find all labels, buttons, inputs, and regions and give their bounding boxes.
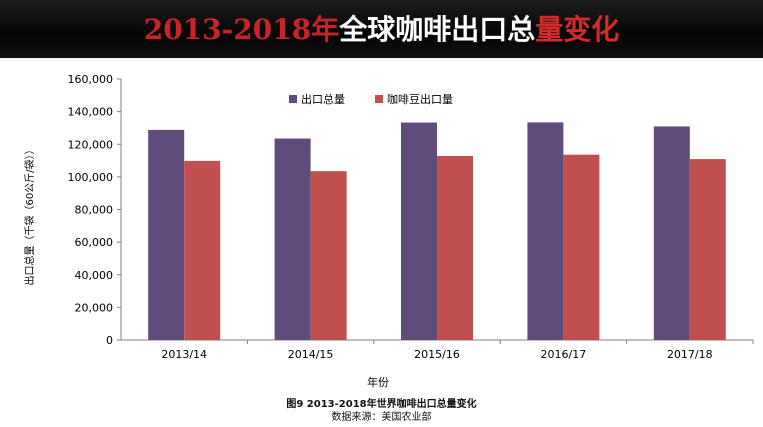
legend-label-1: 咖啡豆出口量	[387, 92, 453, 106]
figure-caption: 图9 2013-2018年世界咖啡出口总量变化	[286, 399, 477, 410]
y-tick-label: 160,000	[68, 73, 114, 86]
x-tick-label: 2016/17	[541, 348, 587, 361]
bar-export-total-2015-16	[401, 122, 437, 340]
data-source: 数据来源：美国农业部	[331, 412, 432, 423]
y-tick-label: 40,000	[75, 269, 114, 282]
bar-export-total-2017-18	[653, 126, 690, 340]
y-tick-label: 80,000	[75, 204, 114, 217]
bar-export-total-2016-17	[527, 122, 564, 340]
bar-bean-export-2013-14	[184, 160, 221, 340]
bar-bean-export-2017-18	[689, 159, 726, 340]
y-axis-label: 出口总量（千袋（60公斤/袋））	[23, 144, 36, 285]
bar-bean-export-2014-15	[310, 171, 347, 340]
x-axis-label: 年份	[367, 375, 389, 389]
legend: 出口总量 咖啡豆出口量	[289, 92, 453, 106]
y-tick-label: 120,000	[68, 138, 114, 151]
x-tick-label: 2014/15	[288, 348, 334, 361]
legend-swatch-1	[375, 95, 383, 103]
bar-bean-export-2015-16	[437, 155, 473, 340]
banner-title-end: 量变化	[535, 13, 620, 46]
title-banner: 2013-2018年全球咖啡出口总量变化	[0, 0, 763, 58]
banner-title-years: 2013-2018年	[143, 13, 340, 46]
bars	[148, 122, 726, 340]
legend-swatch-0	[289, 95, 297, 103]
y-tick-label: 100,000	[68, 171, 114, 184]
bar-bean-export-2016-17	[563, 154, 600, 340]
y-tick-label: 60,000	[75, 236, 114, 249]
x-tick-label: 2015/16	[414, 348, 460, 361]
y-tick-label: 140,000	[68, 106, 114, 119]
legend-label-0: 出口总量	[301, 92, 345, 106]
y-tick-label: 20,000	[75, 301, 114, 314]
bar-export-total-2014-15	[274, 138, 311, 340]
bar-export-total-2013-14	[148, 129, 185, 340]
banner-title: 2013-2018年全球咖啡出口总量变化	[0, 8, 763, 48]
y-tick-label: 0	[106, 334, 113, 347]
x-tick-label: 2017/18	[667, 348, 713, 361]
banner-title-middle: 全球咖啡出口总	[339, 13, 536, 46]
x-tick-label: 2013/14	[161, 348, 207, 361]
